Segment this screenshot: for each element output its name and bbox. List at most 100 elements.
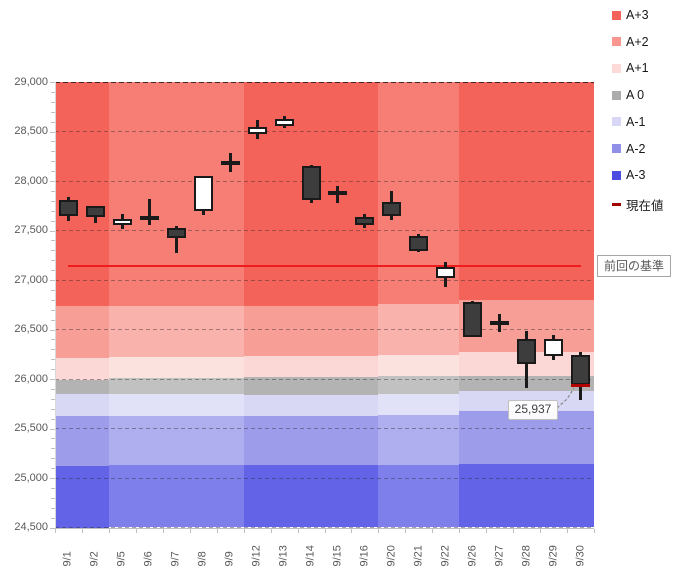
y-axis-tick bbox=[50, 478, 55, 479]
x-axis-line bbox=[55, 527, 594, 529]
y-axis-tick bbox=[51, 270, 55, 272]
x-axis-tick bbox=[297, 528, 299, 533]
rating-band-am1 bbox=[378, 394, 460, 415]
rating-band-a0 bbox=[378, 376, 460, 395]
rating-band-ap2 bbox=[378, 303, 460, 356]
x-axis-label: 9/5 bbox=[115, 551, 128, 567]
y-axis-tick bbox=[51, 339, 55, 341]
rating-band-am3 bbox=[459, 464, 594, 528]
x-axis-tick bbox=[351, 528, 353, 533]
candle-body bbox=[247, 126, 267, 134]
candle-body bbox=[274, 118, 294, 126]
y-axis-label: 28,000 bbox=[14, 174, 48, 187]
x-axis-label: 9/22 bbox=[439, 545, 452, 567]
y-axis-label: 27,500 bbox=[14, 224, 48, 236]
y-axis-tick bbox=[51, 369, 55, 371]
rating-band-a0 bbox=[243, 376, 379, 395]
candle-body bbox=[193, 176, 213, 211]
y-axis-tick bbox=[51, 141, 55, 143]
gridline bbox=[55, 428, 594, 429]
y-axis-tick bbox=[50, 131, 55, 133]
y-axis-label: 29,000 bbox=[14, 75, 48, 88]
current-value-dash-icon bbox=[612, 202, 621, 206]
candle-body bbox=[112, 218, 132, 225]
legend-label: A+3 bbox=[626, 8, 649, 22]
y-axis-tick bbox=[51, 507, 55, 509]
candle-body bbox=[409, 236, 429, 251]
rating-band-am2 bbox=[108, 415, 244, 466]
y-axis-tick bbox=[51, 151, 55, 153]
x-axis-label: 9/28 bbox=[520, 545, 533, 567]
y-axis-tick bbox=[51, 408, 55, 410]
x-axis-label: 9/7 bbox=[169, 551, 182, 567]
candle-body bbox=[355, 217, 375, 225]
legend-swatch-icon bbox=[612, 117, 621, 127]
candle-wick bbox=[147, 199, 151, 225]
y-axis-tick bbox=[51, 240, 55, 242]
y-axis-tick bbox=[50, 329, 55, 331]
x-axis-tick bbox=[405, 528, 407, 533]
x-axis-tick bbox=[432, 528, 434, 533]
legend-item-A+1: A+1 bbox=[612, 61, 649, 75]
candle-doji-bar bbox=[490, 321, 510, 326]
x-axis-label: 9/21 bbox=[412, 545, 425, 567]
y-axis-label: 27,000 bbox=[14, 273, 48, 286]
x-axis-tick bbox=[486, 528, 488, 533]
y-axis-tick bbox=[51, 458, 55, 460]
x-axis-tick bbox=[540, 528, 542, 533]
rating-band-ap1 bbox=[378, 355, 460, 377]
legend-swatch-icon bbox=[612, 90, 621, 100]
legend-swatch-icon bbox=[612, 10, 621, 20]
legend-item-A0: A 0 bbox=[612, 88, 644, 102]
rating-band-ap3 bbox=[55, 82, 109, 306]
y-axis-tick bbox=[51, 200, 55, 202]
candle-body bbox=[517, 338, 537, 365]
legend-swatch-icon bbox=[612, 63, 621, 73]
x-axis-label: 9/1 bbox=[61, 551, 74, 567]
candle-body bbox=[85, 206, 105, 218]
legend-item-A+2: A+2 bbox=[612, 35, 649, 49]
rating-band-am1 bbox=[55, 394, 109, 416]
x-axis-label: 9/9 bbox=[223, 551, 236, 567]
current-value-marker bbox=[571, 383, 591, 387]
x-axis-label: 9/20 bbox=[385, 545, 398, 567]
x-axis-label: 9/14 bbox=[304, 545, 317, 567]
legend-item-A+3: A+3 bbox=[612, 8, 649, 22]
y-axis-tick bbox=[50, 230, 55, 232]
y-axis-tick bbox=[50, 181, 55, 182]
y-axis-tick bbox=[51, 190, 55, 192]
x-axis-tick bbox=[513, 528, 515, 533]
y-axis-tick bbox=[51, 418, 55, 420]
candle-body bbox=[166, 227, 186, 239]
rating-band-am2 bbox=[243, 415, 379, 466]
x-axis-label: 9/15 bbox=[331, 545, 344, 567]
gridline bbox=[55, 180, 594, 182]
y-axis-tick bbox=[51, 289, 55, 291]
x-axis-label: 9/12 bbox=[250, 545, 263, 567]
y-axis-tick bbox=[50, 527, 55, 529]
rating-band-a0 bbox=[108, 377, 244, 395]
candle-body bbox=[571, 354, 591, 386]
legend-item-A-2: A-2 bbox=[612, 142, 645, 156]
rating-band-am3 bbox=[378, 465, 460, 528]
y-axis-tick bbox=[50, 428, 55, 430]
rating-band-ap3 bbox=[459, 82, 594, 301]
x-axis-label: 9/2 bbox=[88, 551, 101, 567]
y-axis-tick bbox=[51, 91, 55, 93]
rating-band-am1 bbox=[243, 394, 379, 416]
baseline-label: 前回の基準 bbox=[597, 255, 672, 277]
x-axis-tick bbox=[81, 528, 83, 533]
y-axis-tick bbox=[51, 250, 55, 252]
candle-doji-bar bbox=[220, 160, 240, 165]
gridline bbox=[55, 81, 594, 83]
y-axis-tick bbox=[51, 121, 55, 123]
y-axis-tick bbox=[51, 101, 55, 103]
x-axis-tick bbox=[162, 528, 164, 533]
y-axis-tick bbox=[51, 487, 55, 489]
x-axis-label: 9/13 bbox=[277, 545, 290, 567]
y-axis-tick bbox=[51, 388, 55, 390]
rating-band-ap2 bbox=[108, 305, 244, 358]
current-value-callout: 25,937 bbox=[508, 400, 558, 420]
legend-swatch-icon bbox=[612, 170, 621, 180]
x-axis-tick bbox=[324, 528, 326, 533]
